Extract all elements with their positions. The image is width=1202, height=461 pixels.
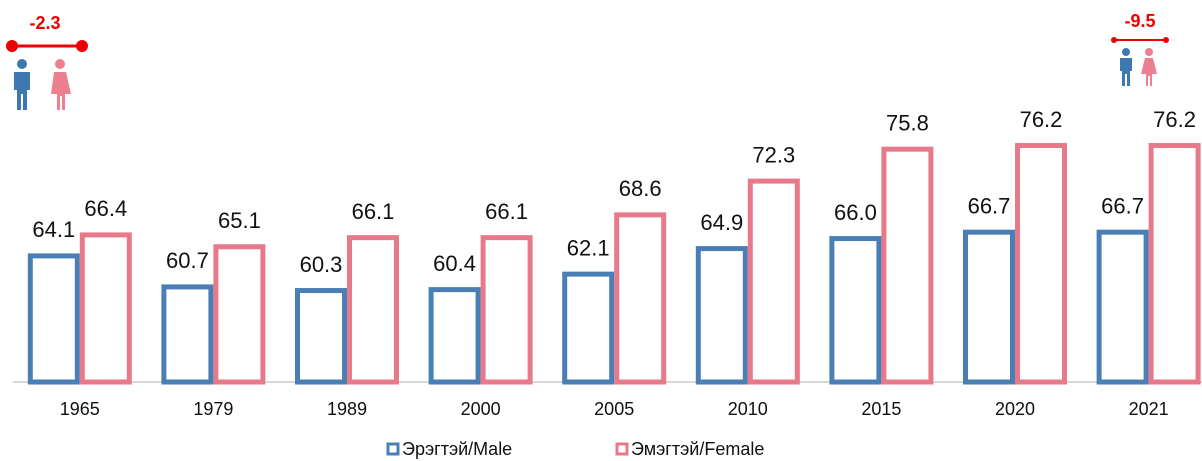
value-label: 65.1 <box>218 208 261 233</box>
bar <box>79 232 132 385</box>
annotation-dot <box>76 40 88 52</box>
bar <box>881 146 934 385</box>
x-tick-label: 2000 <box>461 399 501 419</box>
value-label: 66.0 <box>834 200 877 225</box>
annotation-right: -9.5 <box>1111 11 1169 86</box>
legend-label: Эмэгтэй/Female <box>631 439 764 459</box>
bar <box>347 235 399 385</box>
value-label: 68.6 <box>619 176 662 201</box>
bar <box>428 287 481 385</box>
value-label: 60.4 <box>433 251 476 276</box>
value-label: 76.2 <box>1020 107 1063 132</box>
legend-label: Эрэгтэй/Male <box>402 439 512 459</box>
x-tick-label: 2015 <box>861 399 901 419</box>
bar <box>161 284 214 385</box>
annotation-text: -9.5 <box>1124 11 1155 31</box>
value-label: 76.2 <box>1153 107 1196 132</box>
legend-swatch <box>615 442 629 456</box>
x-tick-label: 2020 <box>995 399 1035 419</box>
value-label: 75.8 <box>886 110 929 135</box>
bar <box>562 271 615 385</box>
value-label: 66.1 <box>352 199 395 224</box>
value-label: 64.1 <box>32 217 75 242</box>
x-tick-label: 2021 <box>1129 399 1169 419</box>
x-tick-label: 1989 <box>327 399 367 419</box>
male-icon <box>14 59 30 110</box>
value-label: 60.7 <box>166 248 209 273</box>
x-tick-label: 1965 <box>60 399 100 419</box>
bar <box>963 229 1015 385</box>
female-icon <box>51 59 71 110</box>
value-label: 62.1 <box>567 235 610 260</box>
bar <box>295 288 347 385</box>
value-label: 64.9 <box>700 210 743 235</box>
x-tick-label: 1979 <box>193 399 233 419</box>
bar <box>695 246 748 385</box>
bar <box>27 253 80 385</box>
bar <box>614 212 667 385</box>
annotation-dot <box>1111 37 1117 43</box>
bar <box>213 244 266 385</box>
bar <box>829 236 882 385</box>
value-label: 66.4 <box>84 196 127 221</box>
value-label: 72.3 <box>752 142 795 167</box>
value-label: 60.3 <box>300 252 343 277</box>
bar <box>747 178 800 385</box>
value-label: 66.7 <box>1101 193 1144 218</box>
annotation-left: -2.3 <box>6 13 88 110</box>
x-tick-label: 2005 <box>594 399 634 419</box>
annotation-dot <box>6 40 18 52</box>
x-tick-label: 2010 <box>728 399 768 419</box>
bar <box>480 235 533 385</box>
bar <box>1015 143 1067 385</box>
bar <box>1096 229 1149 385</box>
annotation-text: -2.3 <box>29 13 60 33</box>
bar <box>1148 143 1201 385</box>
female-icon <box>1141 48 1157 86</box>
value-label: 66.7 <box>968 193 1011 218</box>
legend-swatch <box>386 442 400 456</box>
value-label: 66.1 <box>485 199 528 224</box>
male-icon <box>1120 48 1132 86</box>
annotation-dot <box>1163 37 1169 43</box>
